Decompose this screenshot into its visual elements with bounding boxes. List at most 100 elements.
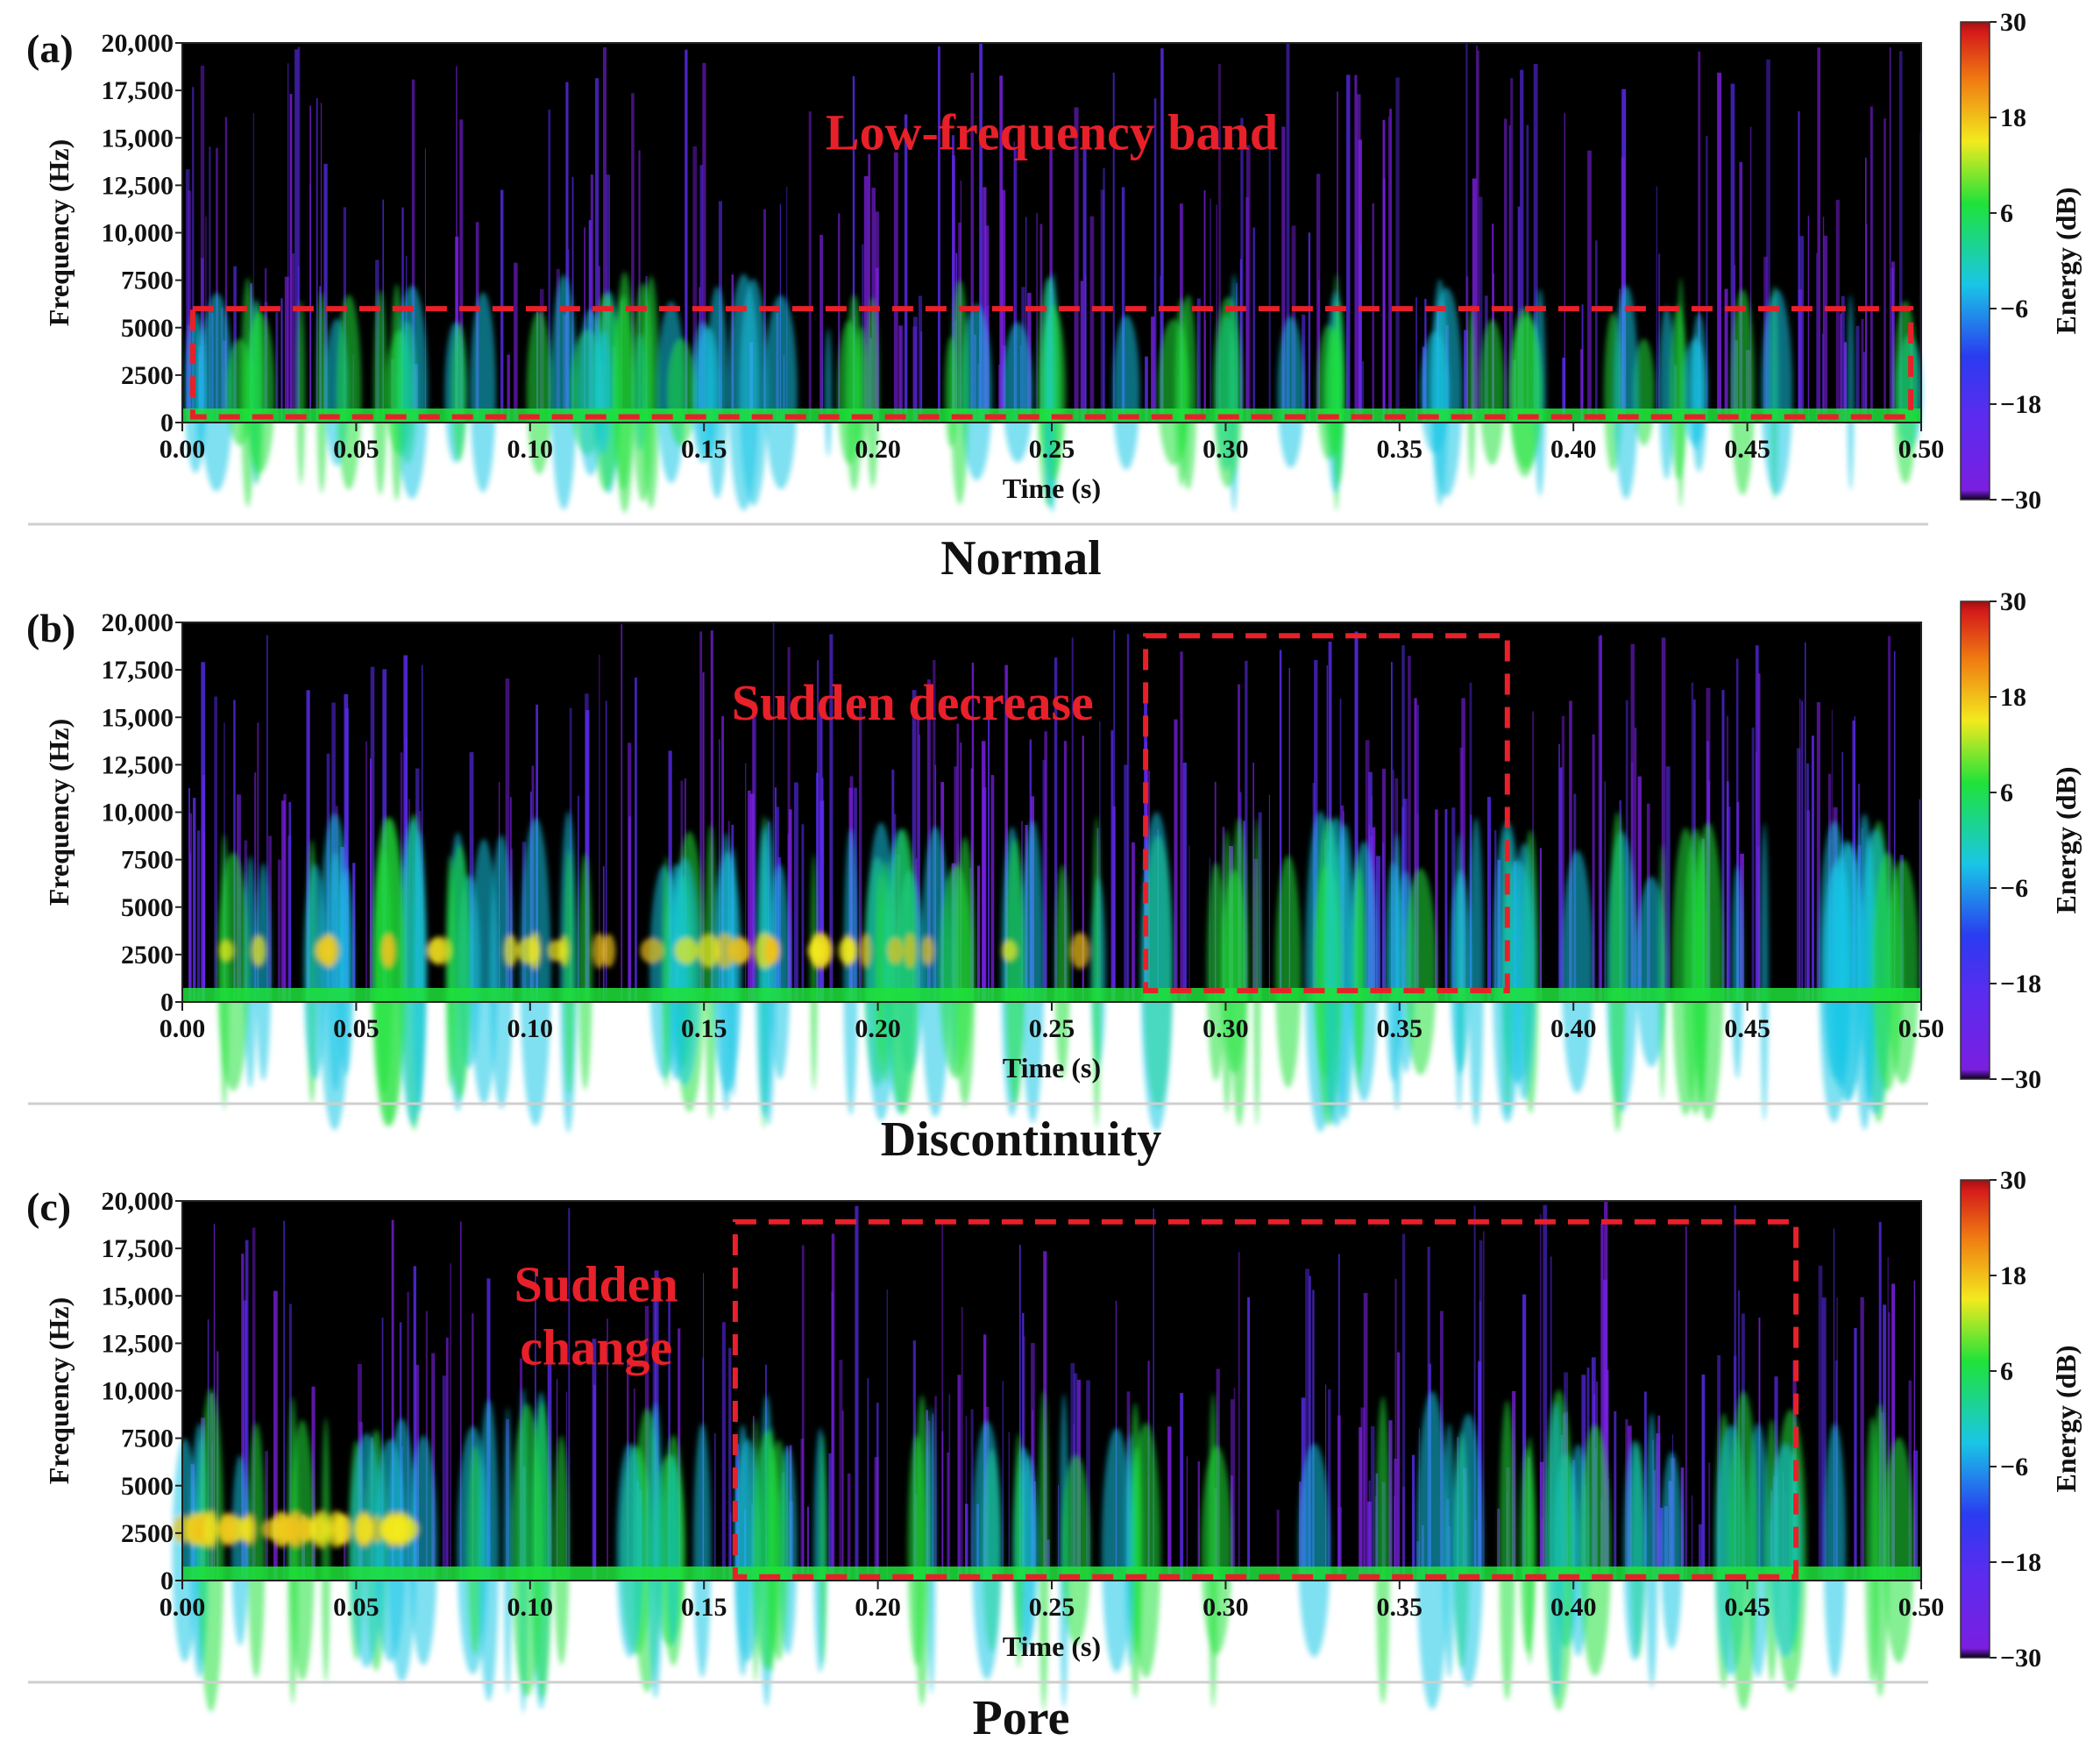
y-axis-label: Frequency (Hz) (43, 139, 74, 327)
energy-blob (770, 863, 791, 1080)
energy-streak (1724, 288, 1728, 423)
energy-streak (1099, 721, 1101, 1002)
energy-streak (1699, 1524, 1702, 1581)
energy-blob (1013, 1432, 1025, 1668)
hot-spot (640, 937, 663, 964)
energy-streak (631, 93, 635, 423)
energy-streak (819, 707, 823, 1002)
energy-streak (391, 1219, 394, 1581)
energy-streak (702, 671, 705, 1002)
energy-blob (409, 1435, 437, 1666)
hot-spot (547, 940, 566, 962)
energy-streak (979, 43, 983, 423)
energy-blob (511, 1403, 543, 1697)
energy-blob (1102, 1428, 1132, 1673)
hot-spot (763, 934, 777, 967)
energy-streak (311, 1386, 316, 1581)
energy-blob (1277, 316, 1304, 468)
energy-streak (1821, 1297, 1827, 1581)
colorbar-tick-label: −30 (2000, 1644, 2041, 1673)
energy-streak (266, 635, 268, 1002)
energy-streak (859, 700, 862, 1002)
energy-streak (772, 622, 775, 1002)
energy-streak (1561, 715, 1565, 1002)
energy-blob (1728, 1390, 1758, 1709)
energy-streak (280, 298, 283, 423)
energy-streak (424, 148, 426, 423)
energy-streak (1370, 1426, 1375, 1581)
energy-streak (1822, 333, 1824, 423)
energy-blob (470, 292, 496, 493)
energy-streak (917, 718, 920, 1002)
energy-streak (252, 113, 254, 423)
energy-streak (874, 1457, 879, 1581)
energy-streak (1268, 794, 1270, 1002)
energy-streak (789, 809, 792, 1002)
energy-streak (323, 163, 328, 423)
y-tick-label: 0 (160, 988, 174, 1017)
energy-blob (373, 817, 407, 1126)
energy-streak (1305, 1268, 1309, 1581)
colorbar-tick-label: 30 (2000, 1166, 2026, 1195)
energy-streak (1004, 664, 1008, 1002)
energy-streak (1657, 1415, 1661, 1581)
energy-streak (241, 1254, 245, 1581)
hot-spot (218, 940, 234, 962)
annotation-box (732, 1218, 1799, 1580)
energy-streak (1408, 656, 1411, 1002)
energy-blob (398, 818, 428, 1126)
energy-streak (1359, 1427, 1362, 1581)
energy-streak (983, 187, 987, 423)
y-tick-label: 12,500 (102, 750, 174, 779)
hot-spot (381, 933, 396, 969)
hot-spot (529, 932, 542, 970)
energy-streak (753, 701, 756, 1002)
x-tick-label: 0.25 (1029, 1593, 1075, 1622)
panel-0: Low-frequency band 0.00 0.05 0.10 0.15 0.20 0.… (26, 8, 2082, 586)
energy-blob (1003, 322, 1033, 463)
energy-streak (1182, 763, 1187, 1002)
hot-spot (674, 937, 699, 964)
energy-streak (1726, 715, 1729, 1002)
energy-streak (1816, 702, 1820, 1002)
energy-blob (1468, 817, 1484, 1126)
energy-streak (514, 262, 518, 423)
energy-streak (948, 1394, 951, 1581)
energy-streak (638, 150, 641, 423)
energy-streak (847, 1473, 851, 1581)
energy-streak (185, 169, 190, 423)
energy-blob (1696, 838, 1707, 1105)
energy-streak (1180, 1393, 1184, 1581)
energy-streak (1891, 1283, 1895, 1581)
x-tick-label: 0.10 (507, 1014, 554, 1043)
energy-streak (1592, 734, 1595, 1002)
x-tick-label: 0.15 (681, 435, 727, 464)
energy-streak (316, 98, 318, 423)
energy-streak (1564, 112, 1566, 423)
energy-streak (1869, 106, 1873, 423)
energy-blob (1201, 1446, 1232, 1655)
energy-streak (1817, 47, 1820, 423)
energy-streak (1476, 46, 1478, 423)
energy-streak (692, 146, 698, 423)
y-tick-label: 15,000 (102, 1282, 174, 1311)
energy-blob (553, 1435, 570, 1666)
y-tick-label: 2500 (121, 361, 174, 390)
energy-streak (699, 631, 703, 1002)
energy-streak (1796, 748, 1801, 1002)
energy-blob (1385, 861, 1401, 1082)
energy-streak (289, 94, 293, 423)
energy-streak (1473, 1205, 1476, 1581)
energy-streak (1504, 118, 1508, 423)
energy-streak (201, 662, 206, 1002)
energy-streak (1913, 1280, 1915, 1581)
energy-streak (1082, 137, 1087, 423)
energy-streak (1497, 1509, 1501, 1581)
energy-streak (1861, 318, 1864, 423)
energy-streak (855, 1205, 859, 1581)
energy-streak (956, 723, 960, 1002)
x-axis-label: Time (s) (1003, 1052, 1101, 1083)
hot-spot (217, 1512, 237, 1546)
energy-streak (1726, 781, 1729, 1002)
x-tick-label: 0.35 (1377, 1014, 1423, 1043)
